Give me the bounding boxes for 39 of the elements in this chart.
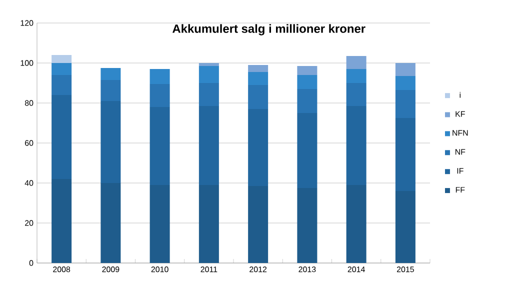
bar bbox=[297, 75, 318, 89]
bar bbox=[52, 55, 72, 63]
bar bbox=[150, 185, 170, 263]
bar bbox=[52, 95, 72, 179]
bar bbox=[297, 89, 318, 113]
bar bbox=[198, 106, 219, 185]
bar bbox=[395, 90, 416, 118]
bar bbox=[346, 83, 366, 106]
bar bbox=[198, 83, 219, 106]
bar bbox=[395, 63, 416, 76]
bar bbox=[150, 84, 170, 107]
bar bbox=[395, 76, 416, 90]
bar bbox=[52, 179, 72, 263]
bar bbox=[100, 183, 121, 263]
bar bbox=[248, 186, 268, 263]
chart-title: Akkumulert salg i millioner kroner bbox=[172, 24, 366, 36]
bar bbox=[248, 65, 268, 72]
bar bbox=[100, 80, 121, 101]
bar bbox=[52, 75, 72, 95]
bar bbox=[346, 69, 366, 83]
bar bbox=[100, 68, 121, 80]
bar bbox=[248, 109, 268, 186]
bar bbox=[150, 107, 170, 185]
bar bbox=[198, 66, 219, 83]
bar bbox=[395, 191, 416, 263]
bar bbox=[297, 188, 318, 263]
bar bbox=[100, 101, 121, 183]
bar bbox=[248, 72, 268, 85]
bar bbox=[346, 185, 366, 263]
bar bbox=[198, 185, 219, 263]
bar bbox=[297, 66, 318, 75]
bar bbox=[150, 69, 170, 84]
bar bbox=[346, 106, 366, 185]
bar bbox=[198, 63, 219, 66]
bar bbox=[297, 113, 318, 188]
bar bbox=[346, 56, 366, 69]
bar bbox=[395, 118, 416, 191]
bar bbox=[248, 85, 268, 109]
bar bbox=[52, 63, 72, 75]
